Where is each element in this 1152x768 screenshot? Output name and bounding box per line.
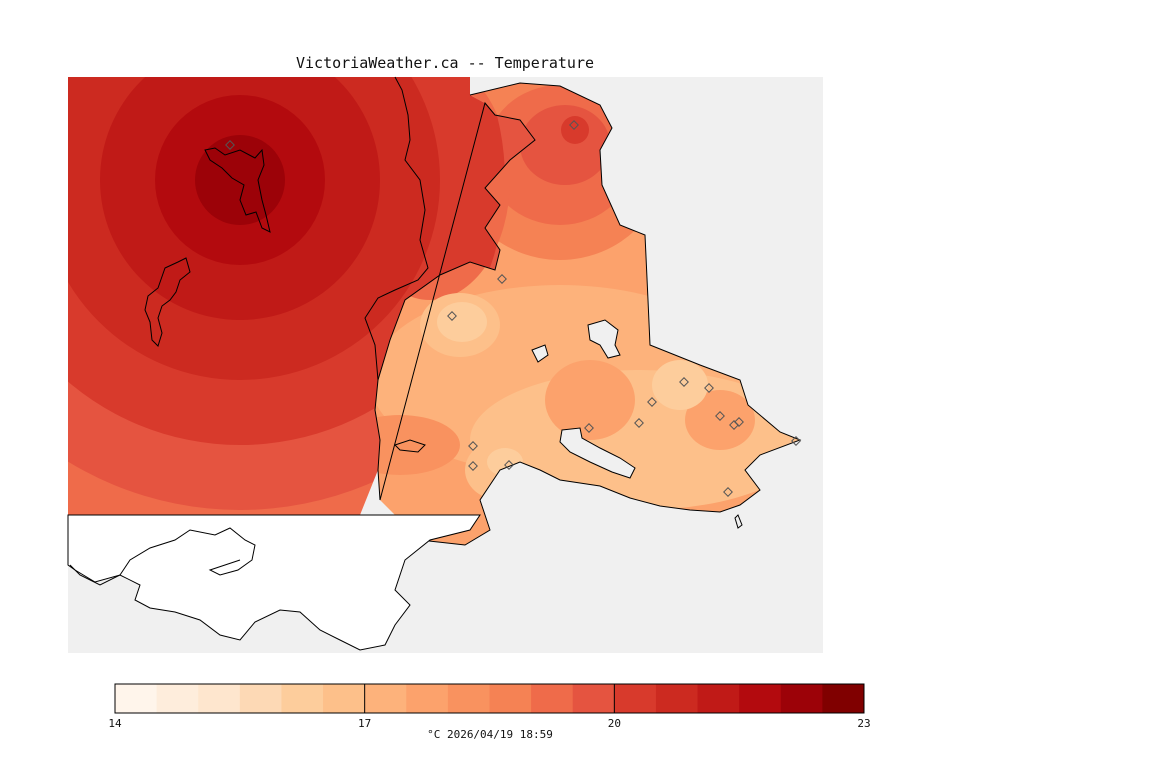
map-title: VictoriaWeather.ca -- Temperature [295, 54, 594, 72]
station-marker[interactable] [704, 383, 714, 393]
station-marker[interactable] [679, 377, 689, 387]
legend-swatch [614, 684, 657, 713]
station-marker[interactable] [791, 436, 801, 446]
legend-swatch [323, 684, 366, 713]
legend-swatch [364, 684, 407, 713]
station-marker[interactable] [569, 120, 579, 130]
station-marker[interactable] [225, 140, 235, 150]
station-marker[interactable] [584, 423, 594, 433]
legend-swatch [156, 684, 199, 713]
station-marker[interactable] [715, 411, 725, 421]
legend-swatch [281, 684, 324, 713]
coastline-west-islands [144, 76, 429, 453]
legend-tick-label: 23 [857, 717, 871, 730]
coastline-inland-water [531, 319, 743, 529]
legend-tick-lines [114, 684, 865, 713]
legend-tick-label: 17 [358, 717, 372, 730]
station-marker[interactable] [734, 417, 744, 427]
legend-tick-label: 14 [108, 717, 122, 730]
legend-swatch [406, 684, 449, 713]
legend-swatch [115, 684, 158, 713]
station-marker[interactable] [447, 311, 457, 321]
legend-swatch [531, 684, 574, 713]
legend-swatch [822, 684, 865, 713]
station-marker[interactable] [497, 274, 507, 284]
legend-swatch [447, 684, 490, 713]
coastline-saanich [374, 82, 802, 546]
legend-swatch [697, 684, 740, 713]
legend-caption: °C 2026/04/19 18:59 [427, 728, 553, 741]
station-marker[interactable] [647, 397, 657, 407]
station-marker[interactable] [634, 418, 644, 428]
legend-swatch [239, 684, 282, 713]
legend-swatch [780, 684, 823, 713]
legend-swatch [739, 684, 782, 713]
weather-stations [225, 120, 801, 497]
station-marker[interactable] [468, 441, 478, 451]
legend-swatch [489, 684, 532, 713]
legend-swatch [198, 684, 241, 713]
coastline-south [69, 527, 256, 586]
legend-swatch [572, 684, 615, 713]
legend-swatches [115, 684, 865, 713]
olympic-peninsula-land [67, 514, 481, 651]
legend-swatch [655, 684, 699, 713]
station-marker[interactable] [723, 487, 733, 497]
station-marker[interactable] [504, 460, 514, 470]
station-marker[interactable] [468, 461, 478, 471]
legend-tick-label: 20 [607, 717, 621, 730]
